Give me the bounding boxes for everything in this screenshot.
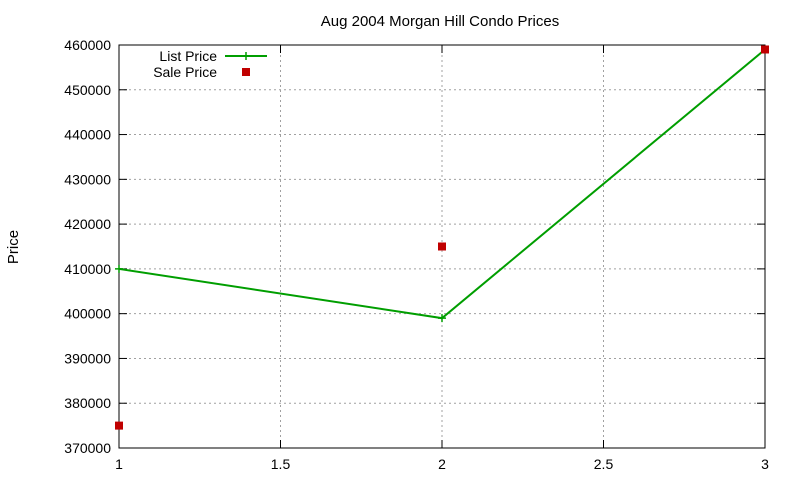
x-tick-label: 1 bbox=[115, 456, 123, 472]
y-tick-label: 410000 bbox=[64, 261, 111, 277]
data-point bbox=[761, 45, 769, 54]
data-point bbox=[438, 314, 446, 323]
y-tick-label: 450000 bbox=[64, 82, 111, 98]
data-point bbox=[438, 242, 446, 251]
y-tick-labels: 370000 380000 390000 400000 410000 420000 4300… bbox=[64, 37, 111, 456]
y-tick-label: 430000 bbox=[64, 171, 111, 187]
series-2 bbox=[115, 45, 769, 430]
x-tick-labels: 1 1.5 2 2.5 3 bbox=[115, 456, 769, 472]
data-point bbox=[115, 421, 123, 430]
y-tick-label: 460000 bbox=[64, 37, 111, 53]
x-tick-label: 2 bbox=[438, 456, 446, 472]
legend-marker bbox=[242, 68, 250, 76]
y-tick-label: 440000 bbox=[64, 127, 111, 143]
legend-label: List Price bbox=[159, 48, 217, 64]
y-tick-label: 380000 bbox=[64, 395, 111, 411]
legend-label: Sale Price bbox=[153, 64, 217, 80]
axis-ticks bbox=[118, 44, 766, 449]
x-tick-label: 1.5 bbox=[271, 456, 291, 472]
y-tick-label: 390000 bbox=[64, 350, 111, 366]
x-tick-label: 3 bbox=[761, 456, 769, 472]
y-axis-label: Price bbox=[5, 230, 22, 264]
y-tick-label: 420000 bbox=[64, 216, 111, 232]
y-tick-label: 400000 bbox=[64, 306, 111, 322]
series bbox=[115, 45, 769, 430]
y-tick-label: 370000 bbox=[64, 440, 111, 456]
chart-title: Aug 2004 Morgan Hill Condo Prices bbox=[321, 13, 559, 30]
legend-marker bbox=[242, 52, 250, 60]
data-point bbox=[115, 264, 123, 273]
x-tick-label: 2.5 bbox=[594, 456, 614, 472]
